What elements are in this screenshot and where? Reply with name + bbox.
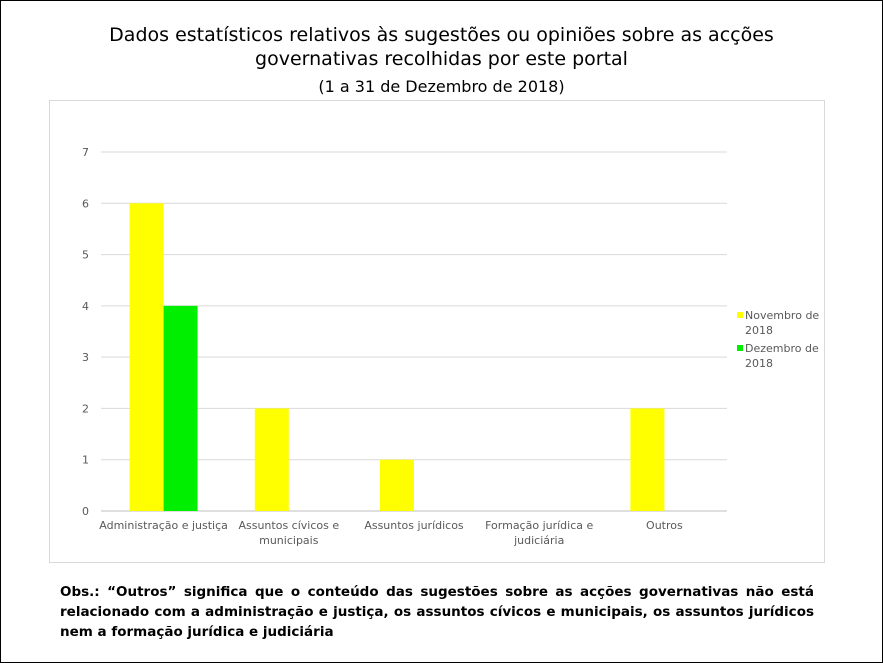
observation-note: Obs.: “Outros” significa que o conteúdo … [60,584,814,640]
x-tick-label: Assuntos cívicos e [238,519,339,532]
y-tick-label: 7 [82,146,89,159]
bar [254,408,289,511]
y-tick-label: 6 [82,197,89,210]
legend-swatch [737,345,743,351]
x-tick-label: Assuntos jurídicos [364,519,464,532]
legend-label: 2018 [745,324,773,337]
chart-title-line-1: Dados estatísticos relativos às sugestõe… [109,24,774,46]
x-tick-label: judiciária [513,534,564,547]
legend-label: 2018 [745,357,773,370]
bar-chart: 0 1 2 3 4 5 6 7 Administração e justiça Assuntos … [82,146,819,547]
y-tick-label: 1 [82,454,89,467]
x-tick-label: Administração e justiça [99,519,228,532]
bar [129,203,164,511]
legend-label: Novembro de [745,309,819,322]
chart-subtitle: (1 a 31 de Dezembro de 2018) [318,77,565,96]
chart-title-line-2: governativas recolhidas por este portal [255,48,628,70]
y-tick-label: 0 [82,505,89,518]
y-tick-label: 4 [82,300,89,313]
x-tick-label: municipais [259,534,319,547]
y-tick-label: 5 [82,249,89,262]
legend-swatch [737,312,743,318]
bar [630,408,665,511]
legend-label: Dezembro de [745,342,819,355]
y-tick-label: 3 [82,351,89,364]
y-tick-label: 2 [82,402,89,415]
chart-area: 0 1 2 3 4 5 6 7 Administração e justiça Assuntos … [49,100,825,563]
bar [380,459,414,511]
x-tick-label: Outros [646,519,683,532]
x-tick-label: Formação jurídica e [485,519,593,532]
bar [163,305,198,511]
